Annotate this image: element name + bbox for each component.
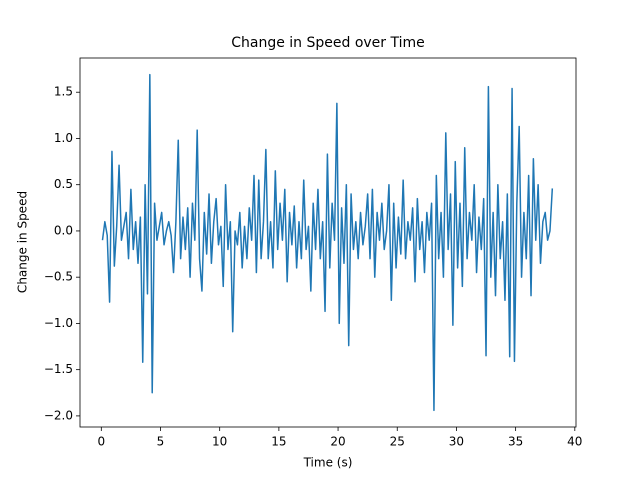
y-tick-label: 0.0 bbox=[54, 223, 73, 237]
x-tick-label: 10 bbox=[212, 435, 227, 449]
x-tick-label: 30 bbox=[449, 435, 464, 449]
y-tick-label: −1.5 bbox=[44, 362, 73, 376]
chart-title: Change in Speed over Time bbox=[231, 35, 425, 51]
x-tick-label: 25 bbox=[390, 435, 405, 449]
x-tick-label: 35 bbox=[508, 435, 523, 449]
x-axis-label: Time (s) bbox=[303, 456, 353, 470]
y-tick-label: 1.5 bbox=[54, 85, 73, 99]
x-tick-label: 40 bbox=[567, 435, 582, 449]
x-tick-label: 0 bbox=[97, 435, 105, 449]
y-axis-label: Change in Speed bbox=[16, 191, 30, 293]
y-tick-label: 0.5 bbox=[54, 177, 73, 191]
y-tick-label: −2.0 bbox=[44, 408, 73, 422]
x-tick-label: 20 bbox=[330, 435, 345, 449]
y-tick-label: −0.5 bbox=[44, 270, 73, 284]
plot-frame bbox=[79, 57, 577, 428]
data-line bbox=[101, 73, 554, 412]
x-tick-label: 5 bbox=[157, 435, 165, 449]
x-tick-label: 15 bbox=[271, 435, 286, 449]
y-tick-label: 1.0 bbox=[54, 131, 73, 145]
y-tick-label: −1.0 bbox=[44, 316, 73, 330]
